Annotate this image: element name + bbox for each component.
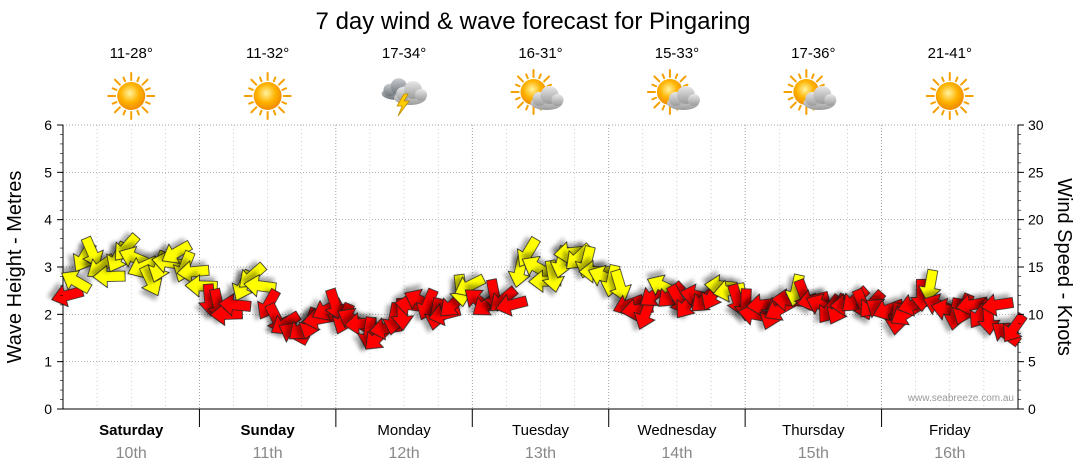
day-date-label: 16th	[934, 445, 965, 462]
temperature-row: 11-28° 11-32° 17-34° 16-31° 15-33° 17-36° 21-4…	[110, 45, 972, 62]
temperature-range: 11-32°	[246, 45, 289, 62]
right-tick-label: 5	[1028, 354, 1036, 370]
right-tick-label: 20	[1028, 212, 1044, 228]
plot-area: www.seabreeze.com.au	[51, 124, 1028, 427]
temperature-range: 11-28°	[110, 45, 153, 62]
day-name-label: Thursday	[782, 422, 845, 439]
day-name-label: Saturday	[99, 422, 164, 439]
left-tick-label: 3	[44, 259, 52, 275]
day-name-label: Friday	[929, 422, 971, 439]
wind-arrow	[138, 264, 163, 297]
temperature-range: 17-34°	[382, 45, 426, 62]
day-date-label: 12th	[389, 445, 420, 462]
wind-arrow	[495, 293, 529, 317]
partly-cloudy-icon	[783, 69, 837, 115]
right-tick-label: 10	[1028, 306, 1044, 322]
partly-cloudy-icon	[510, 69, 564, 115]
left-tick-label: 0	[44, 401, 52, 417]
wind-arrows	[51, 232, 1028, 350]
sunny-icon	[925, 72, 974, 120]
left-tick-label: 4	[44, 212, 52, 228]
day-date-label: 13th	[525, 445, 556, 462]
wind-arrow	[541, 259, 565, 293]
credit-text: www.seabreeze.com.au	[907, 393, 1014, 404]
day-name-label: Tuesday	[512, 422, 569, 439]
weather-icon-row	[107, 69, 974, 120]
day-date-label: 15th	[798, 445, 829, 462]
sunny-icon	[107, 72, 156, 120]
temperature-range: 17-36°	[791, 45, 835, 62]
temperature-range: 21-41°	[928, 45, 972, 62]
thunderstorm-icon	[381, 78, 428, 117]
wind-arrow	[218, 292, 252, 317]
wind-arrow	[92, 264, 126, 289]
right-tick-label: 0	[1028, 401, 1036, 417]
left-axis-ticks: 0 1 2 3 4 5 6	[44, 117, 63, 417]
wind-arrow	[61, 270, 93, 295]
wind-arrow	[980, 293, 1015, 317]
day-labels: Saturday 10th Sunday 11th Monday 12th Tuesday 1…	[99, 422, 971, 462]
wind-arrow	[80, 235, 104, 269]
right-axis-ticks: 0 5 10 15 20 25 30	[1018, 117, 1044, 417]
day-date-label: 11th	[253, 445, 283, 462]
wind-arrow	[184, 274, 218, 298]
wind-arrow	[161, 239, 194, 264]
left-tick-label: 6	[44, 117, 52, 133]
wind-arrow	[609, 268, 632, 302]
day-name-label: Monday	[377, 422, 431, 439]
left-tick-label: 1	[44, 354, 52, 370]
day-date-label: 10th	[116, 445, 147, 462]
temperature-range: 15-33°	[655, 45, 699, 62]
partly-cloudy-icon	[646, 69, 700, 115]
day-date-label: 14th	[661, 445, 692, 462]
temperature-range: 16-31°	[518, 45, 562, 62]
wind-arrow	[918, 268, 942, 303]
right-tick-label: 30	[1028, 117, 1044, 133]
chart-title: 7 day wind & wave forecast for Pingaring	[316, 8, 751, 35]
wind-arrow	[1003, 312, 1028, 343]
left-tick-label: 5	[44, 164, 52, 180]
day-name-label: Wednesday	[637, 422, 716, 439]
day-name-label: Sunday	[241, 422, 296, 439]
right-tick-label: 15	[1028, 259, 1044, 275]
left-axis-label: Wave Height - Metres	[4, 171, 26, 364]
left-tick-label: 2	[44, 306, 52, 322]
right-tick-label: 25	[1028, 164, 1044, 180]
wind-arrow	[243, 274, 277, 298]
right-axis-label: Wind Speed - Knots	[1053, 178, 1075, 356]
sunny-icon	[243, 72, 292, 120]
